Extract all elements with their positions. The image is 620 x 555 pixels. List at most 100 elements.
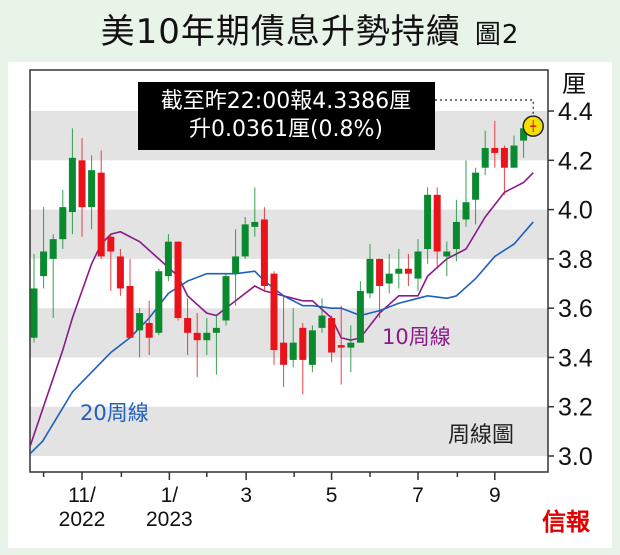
candle-body — [184, 318, 192, 333]
candle-body — [433, 194, 441, 252]
candle-body — [107, 236, 115, 252]
candle — [97, 150, 105, 259]
candle — [337, 305, 345, 385]
candle-body — [251, 221, 259, 227]
candle-body — [59, 207, 67, 240]
candle — [491, 120, 499, 168]
candle — [193, 313, 201, 378]
y-tick-label: 3.0 — [558, 443, 593, 471]
candle — [289, 308, 297, 368]
candle-body — [385, 273, 393, 284]
candle-body — [308, 330, 316, 365]
candle-body — [337, 345, 345, 348]
candle — [184, 298, 192, 355]
candle-body — [68, 157, 76, 213]
y-tick-label: 3.6 — [558, 295, 593, 323]
y-tick-label: 4.2 — [558, 147, 593, 175]
candle — [404, 253, 412, 286]
candle — [280, 295, 288, 388]
candle-body — [299, 327, 307, 360]
candle — [59, 189, 67, 250]
y-tick-label: 4.0 — [558, 197, 593, 225]
candle-body — [510, 145, 518, 168]
x-tick-label: 11/ — [68, 484, 96, 507]
candle-body — [280, 342, 288, 365]
candle-body — [424, 194, 432, 250]
candle-body — [462, 202, 470, 220]
candle — [500, 145, 508, 195]
candle — [88, 155, 96, 230]
candle — [510, 135, 518, 168]
candle-body — [222, 276, 230, 321]
candle — [40, 207, 48, 289]
candle-body — [491, 148, 499, 153]
candle — [385, 253, 393, 294]
y-tick-label: 3.4 — [558, 344, 593, 372]
y-axis-unit: 厘 — [562, 71, 586, 98]
candle — [30, 253, 38, 343]
candle — [462, 160, 470, 227]
grid-band — [30, 209, 548, 259]
candle-body — [260, 219, 268, 286]
candle — [241, 216, 249, 259]
candle — [424, 187, 432, 264]
title-text: 美10年期債息升勢持續 — [100, 12, 461, 52]
y-tick-label: 4.4 — [558, 98, 593, 126]
candle — [78, 138, 86, 237]
candle-body — [472, 172, 480, 200]
candle — [481, 130, 489, 176]
figure-label: 圖2 — [474, 20, 520, 50]
candle — [145, 300, 153, 355]
chart-type-label: 周線圖 — [448, 423, 514, 448]
candle — [318, 298, 326, 333]
annotation-box — [138, 82, 435, 150]
candle-body — [347, 342, 355, 348]
candle-body — [452, 221, 460, 250]
candle — [299, 322, 307, 395]
candle — [126, 258, 134, 338]
candle-body — [78, 160, 86, 208]
candle-body — [30, 288, 38, 338]
candle — [232, 229, 240, 306]
x-tick-label: 2023 — [146, 508, 193, 531]
candle-body — [520, 128, 528, 141]
x-tick-label: 1/ — [161, 484, 179, 507]
candle — [49, 234, 57, 319]
ma20-label: 20周線 — [80, 401, 149, 425]
candle-body — [356, 290, 364, 343]
candle — [107, 234, 115, 291]
candle-body — [318, 315, 326, 328]
candle-body — [145, 322, 153, 338]
candle-body — [328, 318, 336, 353]
candle — [251, 187, 259, 237]
candle-body — [40, 251, 48, 277]
candle — [376, 258, 384, 319]
candle-body — [500, 148, 508, 168]
candle — [164, 234, 172, 282]
candle-body — [88, 170, 96, 208]
candle-body — [203, 332, 211, 341]
candle-body — [212, 327, 220, 333]
annotation-line: 升0.0361厘(0.8%) — [189, 117, 383, 142]
candle — [328, 315, 336, 363]
candle-body — [164, 241, 172, 277]
candle — [395, 249, 403, 289]
candle — [155, 268, 163, 336]
chart-title: 美10年期債息升勢持續 圖2 — [0, 4, 620, 53]
ma-line-20周線 — [29, 221, 534, 455]
x-tick-label: 2022 — [59, 508, 106, 531]
candle — [116, 249, 124, 296]
grid-band — [30, 406, 548, 456]
candle — [203, 318, 211, 355]
candle — [443, 241, 451, 277]
candle-body — [395, 268, 403, 274]
grid-band — [30, 308, 548, 358]
annotation-line: 截至昨22:00報4.3386厘 — [161, 89, 411, 114]
candle — [212, 315, 220, 375]
source-logo: 信報 — [542, 507, 591, 536]
plot-frame — [29, 69, 549, 473]
candle — [222, 273, 230, 326]
candle-body — [414, 251, 422, 279]
candle-body — [155, 271, 163, 333]
